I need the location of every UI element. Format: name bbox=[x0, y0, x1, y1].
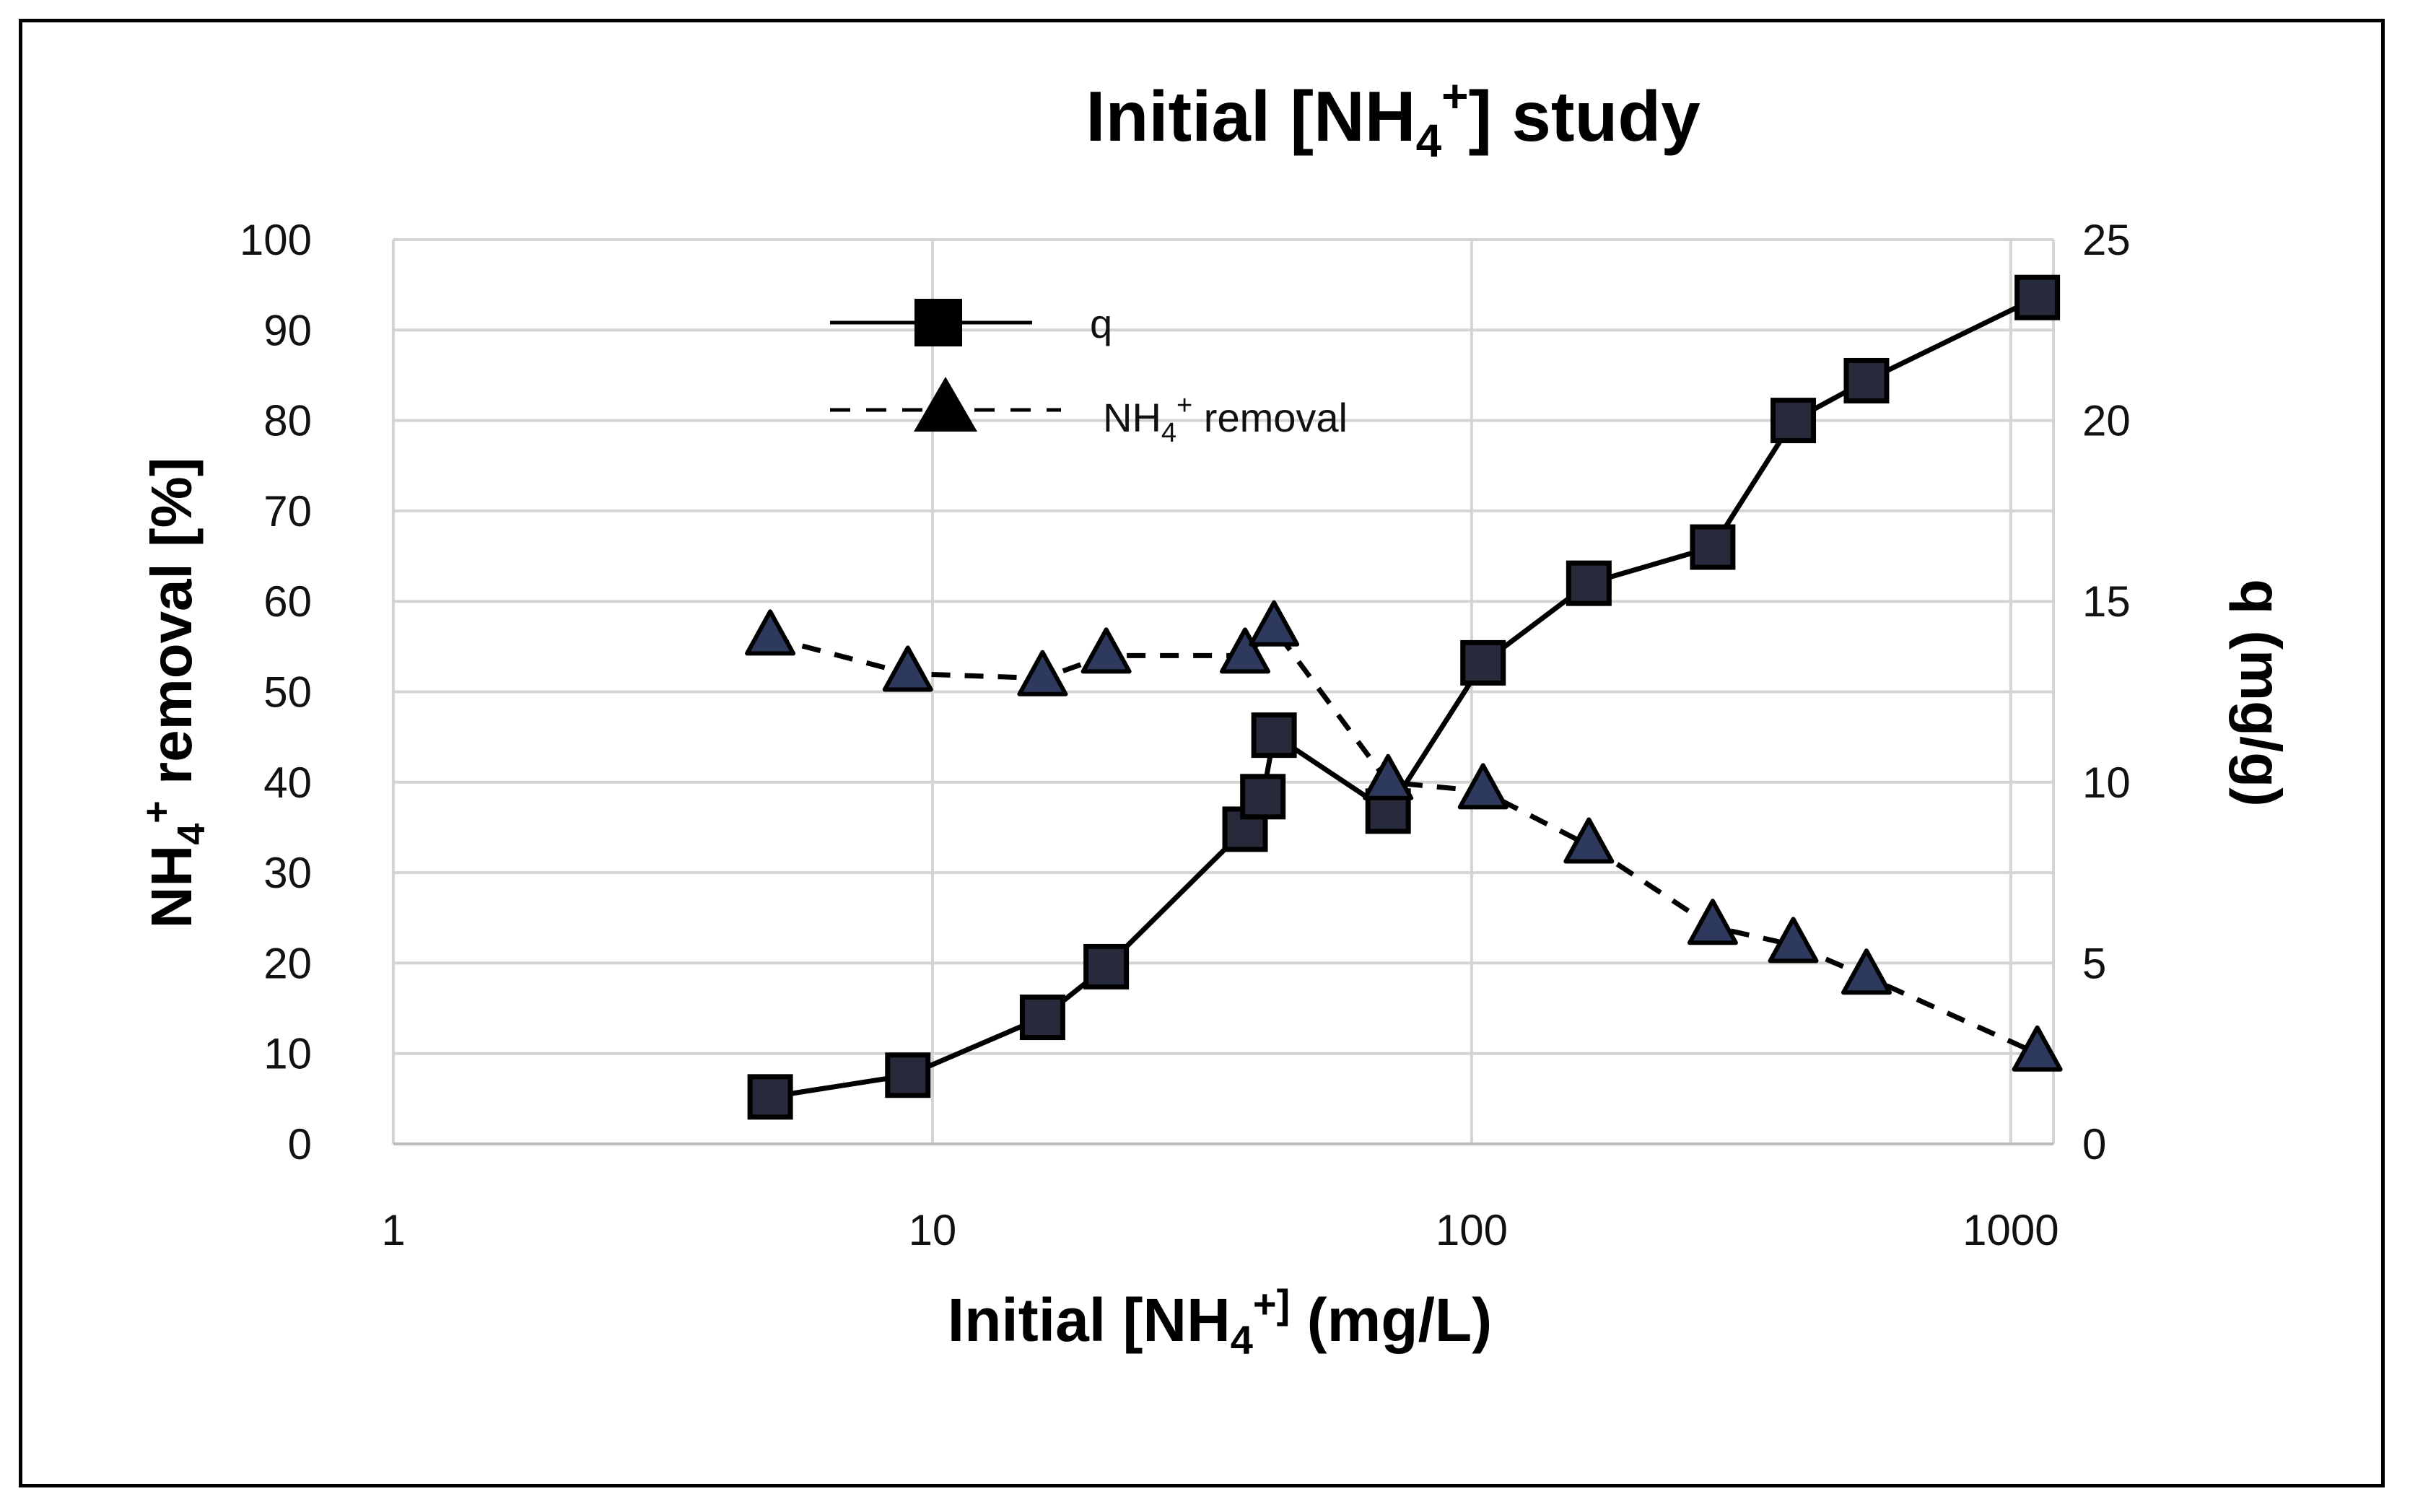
y-right-tick-label: 15 bbox=[2082, 577, 2131, 626]
q-point bbox=[2014, 274, 2061, 320]
y-left-tick-label: 80 bbox=[263, 397, 312, 445]
legend-removal-label: NH4+ removal bbox=[1103, 390, 1348, 448]
removal-point bbox=[1841, 948, 1892, 995]
removal-point bbox=[1363, 753, 1414, 800]
removal-point bbox=[1687, 899, 1738, 945]
removal-point bbox=[1249, 600, 1300, 647]
series-layer bbox=[745, 274, 2063, 1120]
removal-point bbox=[1080, 627, 1132, 674]
y-left-tick-label: 0 bbox=[288, 1120, 312, 1168]
x-tick-label: 1 bbox=[381, 1206, 405, 1254]
y-axis-right-label: q (mg/g) bbox=[2229, 579, 2293, 806]
q-point bbox=[1460, 639, 1506, 686]
removal-point bbox=[745, 609, 796, 656]
y-left-tick-label: 50 bbox=[263, 668, 312, 717]
y-left-tick-label: 20 bbox=[263, 939, 312, 987]
x-tick-label: 10 bbox=[909, 1206, 957, 1254]
removal-point bbox=[882, 645, 933, 692]
x-axis-label: Initial [NH4+] (mg/L) bbox=[948, 1281, 1492, 1363]
y-right-tick-label: 10 bbox=[2082, 759, 2131, 807]
y-left-tick-label: 100 bbox=[240, 216, 312, 264]
y-left-tick-label: 40 bbox=[263, 759, 312, 807]
y-left-tick-label: 10 bbox=[263, 1030, 312, 1078]
chart-title: Initial [NH4+] study bbox=[1086, 70, 1700, 167]
q-point bbox=[1771, 398, 1817, 444]
q-point bbox=[1690, 524, 1736, 570]
y-left-tick-label: 70 bbox=[263, 487, 312, 536]
q-point bbox=[1083, 943, 1130, 989]
chart-frame bbox=[19, 19, 2385, 1487]
y-right-tick-label: 25 bbox=[2082, 216, 2131, 264]
removal-point bbox=[1220, 627, 1271, 674]
legend-removal-marker bbox=[914, 377, 977, 432]
removal-point bbox=[1563, 817, 1615, 864]
legend: q NH4+ removal bbox=[830, 299, 1348, 448]
y-right-tick-label: 20 bbox=[2082, 397, 2131, 445]
y-left-tick-label: 60 bbox=[263, 577, 312, 626]
grid-lines bbox=[392, 238, 2055, 1144]
y-left-tick-label: 90 bbox=[263, 306, 312, 354]
legend-q-marker bbox=[914, 299, 962, 346]
removal-point bbox=[1457, 763, 1509, 810]
y-left-tick-label: 30 bbox=[263, 849, 312, 897]
q-point bbox=[1843, 357, 1890, 403]
q-point bbox=[1251, 712, 1297, 759]
q-point bbox=[1566, 560, 1612, 606]
x-tick-label: 1000 bbox=[1963, 1206, 2058, 1254]
y-axis-left-label: NH4+ removal [%] bbox=[135, 458, 213, 929]
y-right-tick-label: 5 bbox=[2082, 939, 2106, 987]
legend-q-label: q bbox=[1090, 301, 1112, 346]
removal-point bbox=[2012, 1025, 2063, 1072]
x-tick-label: 100 bbox=[1436, 1206, 1508, 1254]
removal-point bbox=[1017, 650, 1068, 696]
y-right-tick-label: 0 bbox=[2082, 1120, 2106, 1168]
q-point bbox=[747, 1074, 793, 1120]
q-point bbox=[885, 1052, 931, 1098]
q-point bbox=[1019, 995, 1065, 1041]
removal-point bbox=[1768, 917, 1819, 963]
q-point bbox=[1240, 774, 1286, 820]
